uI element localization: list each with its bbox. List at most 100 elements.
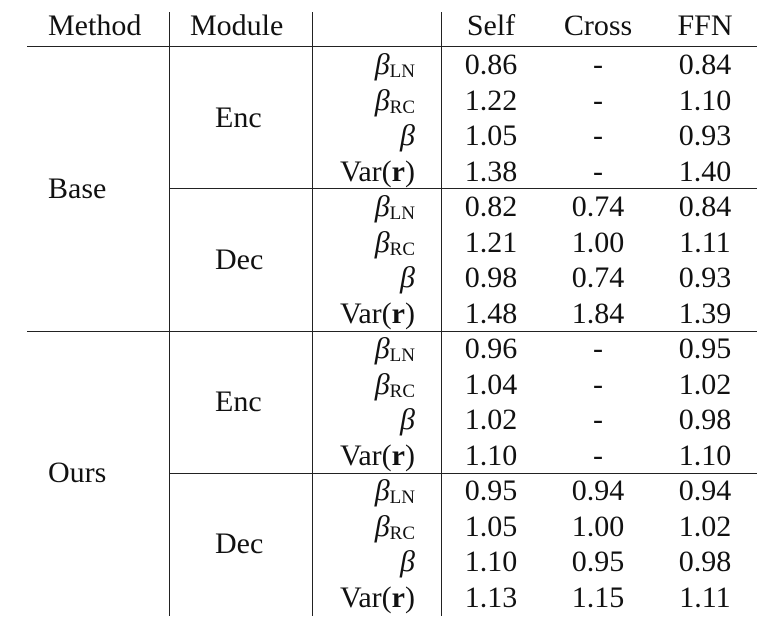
cell-cross: 0.94 (571, 474, 625, 507)
cell-self: 1.10 (464, 545, 518, 578)
cell-self: 0.82 (464, 190, 518, 223)
metric-label: βLN (310, 331, 415, 371)
cell-self: 1.13 (464, 580, 518, 614)
header-self: Self (466, 9, 516, 42)
cell-cross: - (593, 403, 603, 436)
metric-label: βLN (310, 473, 415, 513)
metric-label: β (310, 402, 415, 438)
cell-ffn: 0.98 (678, 545, 732, 578)
var-r-symbol: r (391, 296, 405, 330)
cell-ffn: 1.02 (678, 509, 732, 543)
column-divider-module (312, 12, 313, 616)
method-label: Ours (48, 456, 107, 489)
metric-label: Var(r) (310, 580, 415, 616)
cell-self: 0.86 (464, 48, 518, 81)
cell-ffn: 1.10 (678, 438, 732, 472)
cell-self: 1.05 (464, 509, 518, 543)
beta-symbol: β (374, 332, 390, 365)
method-label: Base (48, 172, 107, 205)
cell-cross: 1.00 (571, 509, 625, 543)
header-method: Method (48, 9, 142, 42)
module-label: Dec (215, 243, 264, 276)
cell-cross: 0.74 (571, 261, 625, 294)
beta-symbol: β (374, 48, 390, 81)
cell-cross: 0.74 (571, 190, 625, 223)
metric-label: β (310, 118, 415, 154)
cell-ffn: 1.02 (678, 367, 732, 401)
metric-label: β (310, 260, 415, 296)
beta-symbol: β (400, 261, 415, 294)
subscript-ln: LN (389, 61, 415, 82)
cell-cross: 1.84 (571, 296, 625, 330)
cell-cross: - (593, 83, 603, 117)
header-ffn: FFN (677, 9, 733, 42)
var-suffix: ) (405, 580, 415, 614)
cell-self: 1.04 (464, 367, 518, 401)
module-rule-base (169, 188, 757, 189)
subscript-rc: RC (389, 238, 415, 260)
cell-self: 1.21 (464, 225, 518, 259)
metric-label: Var(r) (310, 438, 415, 474)
var-r-symbol: r (391, 580, 405, 614)
module-label: Dec (215, 527, 264, 560)
cell-cross: - (593, 119, 603, 152)
cell-self: 1.10 (464, 438, 518, 472)
metric-label: β (310, 544, 415, 580)
beta-symbol: β (400, 545, 415, 578)
cell-ffn: 0.84 (678, 190, 732, 223)
header-cross: Cross (563, 9, 633, 42)
module-rule-ours (169, 473, 757, 474)
cell-ffn: 1.11 (679, 580, 731, 614)
header-rule (27, 46, 757, 47)
subscript-rc: RC (389, 96, 415, 118)
var-prefix: Var( (340, 296, 392, 330)
beta-symbol: β (400, 403, 415, 436)
metric-label: βLN (310, 189, 415, 229)
cell-cross: - (593, 367, 603, 401)
var-prefix: Var( (340, 438, 392, 472)
metric-label: βLN (310, 47, 415, 87)
cell-ffn: 0.94 (678, 474, 732, 507)
cell-self: 1.38 (464, 154, 518, 188)
metric-label: βRC (310, 225, 415, 265)
var-suffix: ) (405, 154, 415, 188)
cell-ffn: 0.84 (678, 48, 732, 81)
cell-ffn: 1.40 (678, 154, 732, 188)
subscript-ln: LN (389, 345, 415, 366)
cell-ffn: 1.11 (679, 225, 731, 259)
metric-label: Var(r) (310, 154, 415, 190)
var-r-symbol: r (391, 154, 405, 188)
beta-symbol: β (374, 190, 390, 223)
beta-symbol: β (400, 119, 415, 152)
cell-self: 1.05 (464, 119, 518, 152)
subscript-ln: LN (389, 203, 415, 224)
subscript-ln: LN (389, 487, 415, 508)
cell-self: 1.02 (464, 403, 518, 436)
var-suffix: ) (405, 296, 415, 330)
cell-self: 0.98 (464, 261, 518, 294)
subscript-rc: RC (389, 380, 415, 402)
cell-cross: 1.15 (571, 580, 625, 614)
cell-ffn: 0.95 (678, 332, 732, 365)
cell-self: 0.96 (464, 332, 518, 365)
beta-symbol: β (374, 225, 390, 259)
column-divider-metric (441, 12, 442, 616)
cell-cross: - (593, 438, 603, 472)
cell-cross: - (593, 332, 603, 365)
cell-cross: 0.95 (571, 545, 625, 578)
module-label: Enc (215, 101, 262, 134)
var-suffix: ) (405, 438, 415, 472)
cell-ffn: 0.93 (678, 119, 732, 152)
beta-symbol: β (374, 509, 390, 543)
metric-label: βRC (310, 83, 415, 123)
cell-cross: - (593, 48, 603, 81)
var-prefix: Var( (340, 154, 392, 188)
metric-label: Var(r) (310, 296, 415, 332)
header-module: Module (190, 9, 284, 42)
subscript-rc: RC (389, 522, 415, 544)
beta-symbol: β (374, 83, 390, 117)
module-label: Enc (215, 385, 262, 418)
var-prefix: Var( (340, 580, 392, 614)
metric-label: βRC (310, 367, 415, 407)
